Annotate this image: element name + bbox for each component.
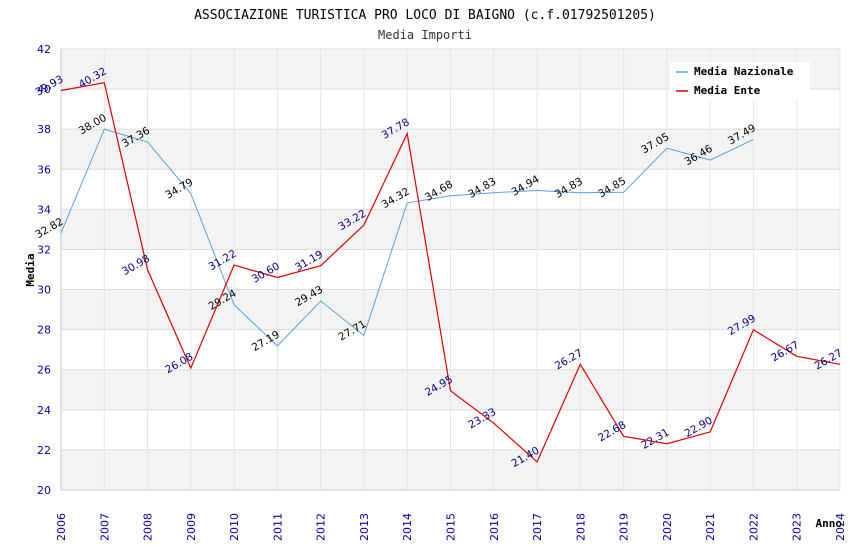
x-axis-label: Anno [816, 517, 843, 530]
x-tick-label: 2006 [55, 513, 68, 541]
y-axis-label: Media [24, 253, 37, 286]
y-tick-label: 38 [37, 123, 51, 136]
y-tick-label: 26 [37, 364, 51, 377]
y-tick-label: 42 [37, 43, 51, 56]
grid-lines [60, 48, 841, 491]
x-tick-label: 2012 [315, 513, 328, 541]
axes [60, 49, 840, 491]
x-tick-label: 2014 [401, 513, 414, 541]
y-tick-label: 40 [37, 83, 51, 96]
y-tick-label: 30 [37, 284, 51, 297]
x-tick-label: 2023 [791, 513, 804, 541]
y-tick-label: 32 [37, 243, 51, 256]
x-tick-label: 2022 [747, 513, 760, 541]
series-lines [60, 82, 841, 463]
x-tick-label: 2015 [445, 513, 458, 541]
y-tick-label: 36 [37, 163, 51, 176]
y-tick-label: 24 [37, 404, 51, 417]
x-tick-label: 2008 [142, 513, 155, 541]
series-line-media-ente [60, 82, 841, 463]
x-tick-label: 2019 [618, 513, 631, 541]
legend-label-nazionale: Media Nazionale [694, 65, 794, 78]
y-tick-label: 20 [37, 484, 51, 497]
chart-title: ASSOCIAZIONE TURISTICA PRO LOCO DI BAIGN… [194, 8, 656, 23]
series-line-media-nazionale [60, 128, 754, 347]
x-tick-label: 2010 [228, 513, 241, 541]
x-tick-label: 2009 [185, 513, 198, 541]
x-tick-label: 2017 [531, 513, 544, 541]
x-tick-label: 2020 [661, 513, 674, 541]
x-tick-label: 2011 [271, 513, 284, 541]
y-tick-label: 34 [37, 203, 51, 216]
x-tick-label: 2013 [358, 513, 371, 541]
chart-subtitle: Media Importi [378, 28, 472, 42]
x-tick-label: 2007 [98, 513, 111, 541]
y-tick-label: 28 [37, 324, 51, 337]
legend-label-ente: Media Ente [694, 84, 761, 97]
legend: Media Nazionale Media Ente [670, 62, 810, 100]
y-tick-labels: 20 22 24 26 28 30 32 34 36 38 40 42 [37, 43, 51, 497]
x-tick-label: 2024 [834, 513, 847, 541]
x-tick-label: 2016 [488, 513, 501, 541]
y-tick-label: 22 [37, 444, 51, 457]
x-tick-labels: 2006 2007 2008 2009 2010 2011 2012 2013 2014 2015… [55, 513, 847, 541]
x-tick-label: 2018 [574, 513, 587, 541]
legend-box [670, 62, 810, 100]
x-tick-label: 2021 [704, 513, 717, 541]
